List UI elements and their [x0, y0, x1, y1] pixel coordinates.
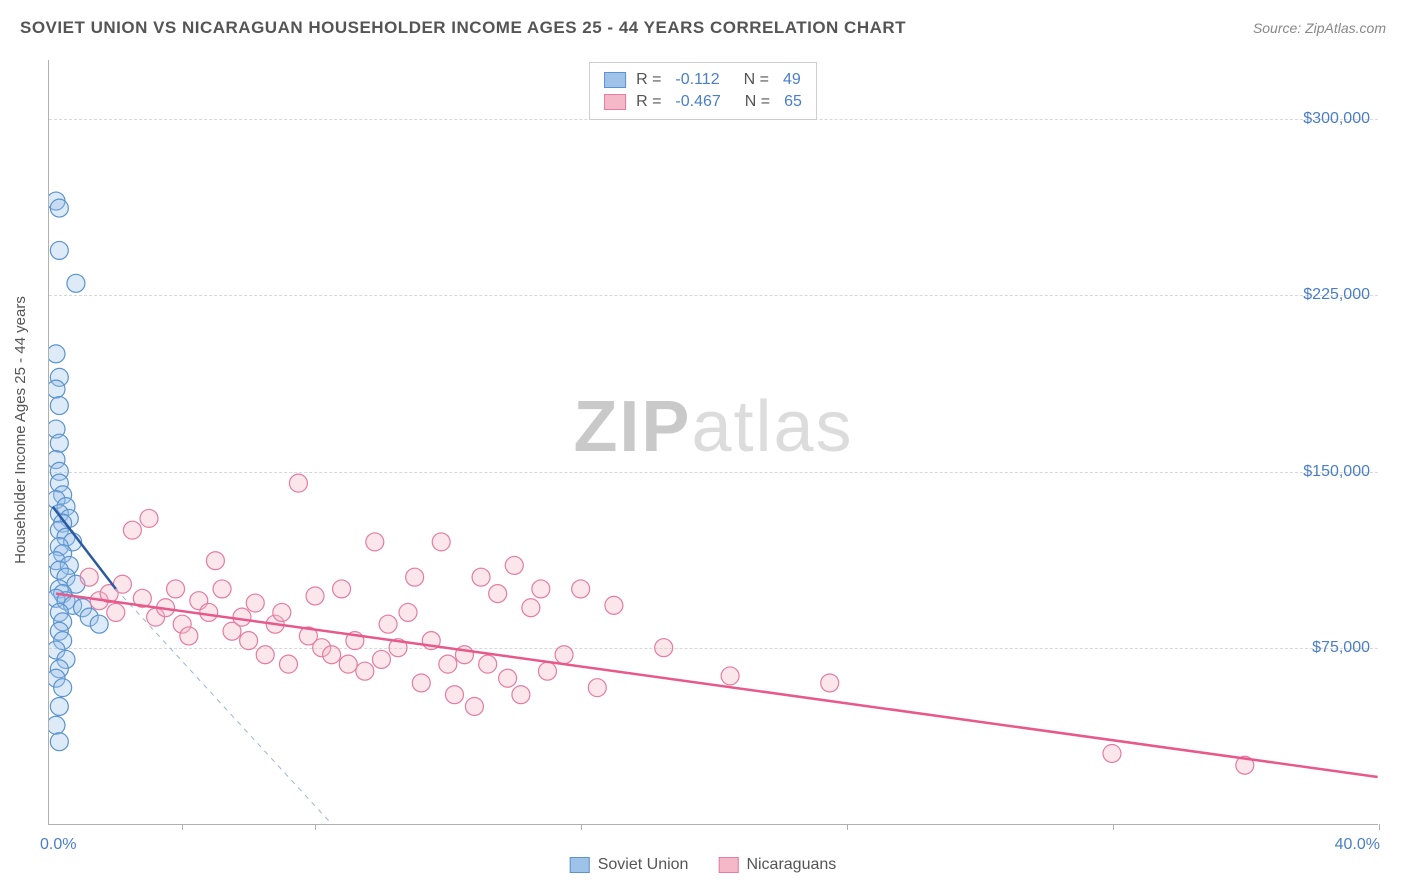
data-point — [80, 568, 98, 586]
data-point — [356, 662, 374, 680]
data-point — [323, 646, 341, 664]
data-point — [50, 241, 68, 259]
data-point — [333, 580, 351, 598]
data-point — [339, 655, 357, 673]
data-point — [412, 674, 430, 692]
x-max-label: 40.0% — [1335, 836, 1380, 854]
x-tick — [1113, 824, 1114, 830]
data-point — [90, 615, 108, 633]
data-point — [49, 380, 65, 398]
source-attribution: Source: ZipAtlas.com — [1253, 20, 1386, 36]
data-point — [499, 669, 517, 687]
legend-swatch — [718, 857, 738, 873]
legend-swatch — [570, 857, 590, 873]
data-point — [532, 580, 550, 598]
data-point — [50, 434, 68, 452]
data-point — [465, 697, 483, 715]
data-point — [439, 655, 457, 673]
data-point — [279, 655, 297, 673]
data-point — [240, 632, 258, 650]
data-point — [206, 552, 224, 570]
legend-swatch — [604, 72, 626, 88]
legend-stats-row: R = -0.467 N = 65 — [604, 91, 802, 113]
trend-line — [56, 594, 1378, 777]
data-point — [655, 639, 673, 657]
y-axis-title: Householder Income Ages 25 - 44 years — [12, 296, 29, 564]
data-point — [50, 199, 68, 217]
legend-series-item: Nicaraguans — [718, 856, 836, 874]
title-bar: SOVIET UNION VS NICARAGUAN HOUSEHOLDER I… — [20, 18, 1386, 38]
data-point — [273, 603, 291, 621]
data-point — [572, 580, 590, 598]
data-point — [50, 697, 68, 715]
data-point — [167, 580, 185, 598]
legend-n-value: 65 — [784, 93, 802, 111]
chart-title: SOVIET UNION VS NICARAGUAN HOUSEHOLDER I… — [20, 18, 906, 38]
legend-n-label: N = — [744, 71, 769, 89]
legend-series-label: Nicaraguans — [746, 856, 836, 874]
data-point — [113, 575, 131, 593]
data-point — [472, 568, 490, 586]
data-point — [446, 686, 464, 704]
data-point — [555, 646, 573, 664]
x-min-label: 0.0% — [40, 836, 76, 854]
x-tick — [1379, 824, 1380, 830]
data-point — [512, 686, 530, 704]
data-point — [538, 662, 556, 680]
data-point — [123, 521, 141, 539]
data-point — [721, 667, 739, 685]
data-point — [246, 594, 264, 612]
data-point — [213, 580, 231, 598]
data-point — [54, 679, 72, 697]
data-point — [432, 533, 450, 551]
legend-r-label: R = — [636, 93, 661, 111]
data-point — [366, 533, 384, 551]
data-point — [479, 655, 497, 673]
data-point — [489, 585, 507, 603]
data-point — [289, 474, 307, 492]
data-point — [399, 603, 417, 621]
data-point — [306, 587, 324, 605]
legend-r-label: R = — [636, 71, 661, 89]
legend-stats: R = -0.112 N = 49 R = -0.467 N = 65 — [589, 62, 817, 120]
legend-series: Soviet Union Nicaraguans — [570, 856, 837, 874]
x-tick — [315, 824, 316, 830]
data-point — [67, 274, 85, 292]
plot-area: ZIPatlas $75,000$150,000$225,000$300,000 — [48, 60, 1378, 825]
data-point — [107, 603, 125, 621]
legend-n-value: 49 — [783, 71, 801, 89]
data-point — [588, 679, 606, 697]
legend-r-value: -0.112 — [675, 71, 719, 89]
x-tick — [182, 824, 183, 830]
data-point — [49, 716, 65, 734]
data-point — [605, 596, 623, 614]
legend-stats-row: R = -0.112 N = 49 — [604, 69, 802, 91]
legend-series-label: Soviet Union — [598, 856, 689, 874]
trend-line-extension — [116, 589, 332, 824]
data-point — [372, 650, 390, 668]
x-tick — [847, 824, 848, 830]
legend-n-label: N = — [745, 93, 770, 111]
data-point — [233, 608, 251, 626]
legend-series-item: Soviet Union — [570, 856, 689, 874]
plot-svg — [49, 60, 1378, 824]
data-point — [180, 627, 198, 645]
legend-r-value: -0.467 — [675, 93, 720, 111]
data-point — [50, 397, 68, 415]
data-point — [49, 345, 65, 363]
data-point — [505, 556, 523, 574]
data-point — [50, 733, 68, 751]
legend-swatch — [604, 94, 626, 110]
x-tick — [581, 824, 582, 830]
data-point — [379, 615, 397, 633]
data-point — [256, 646, 274, 664]
data-point — [200, 603, 218, 621]
data-point — [821, 674, 839, 692]
data-point — [522, 599, 540, 617]
data-point — [1103, 744, 1121, 762]
data-point — [140, 509, 158, 527]
data-point — [406, 568, 424, 586]
